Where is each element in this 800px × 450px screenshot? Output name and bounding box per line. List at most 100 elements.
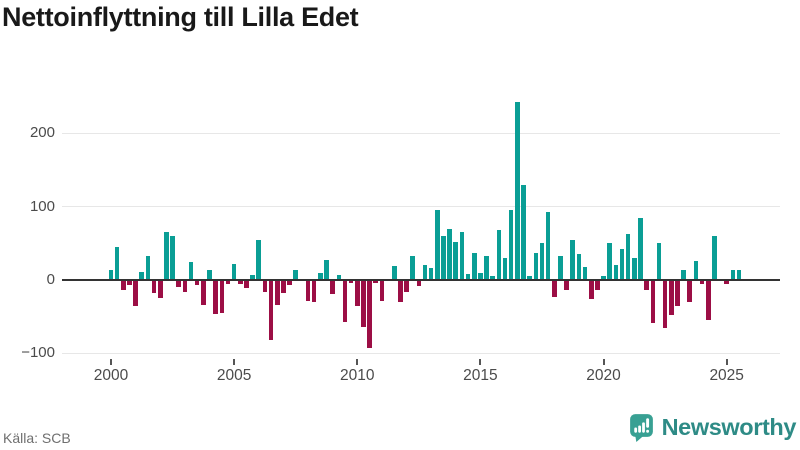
bar-2015-q1	[478, 272, 483, 280]
page-title: Nettoinflyttning till Lilla Edet	[2, 2, 359, 32]
bar-2006-q1	[256, 240, 262, 280]
newsworthy-logo-icon	[628, 412, 655, 442]
newsworthy-brand-link[interactable]: Newsworthy	[628, 411, 796, 443]
bar-2017-q3	[539, 243, 545, 280]
bar-2019-q3	[588, 280, 594, 300]
bar-2016-q4	[521, 185, 526, 280]
bar-2022-q1	[650, 280, 656, 324]
bar-2012-q4	[422, 264, 428, 280]
bar-2015-q4	[496, 230, 502, 280]
y-axis-label-200: 200	[29, 124, 55, 142]
bar-2022-q2	[656, 243, 662, 280]
y-axis-label-0: 0	[46, 271, 55, 288]
bar-2007-q1	[281, 280, 286, 294]
x-axis-tick-2020	[602, 359, 605, 365]
bar-2021-q3	[638, 217, 643, 280]
bar-2016-q3	[515, 101, 520, 280]
bar-2014-q3	[465, 274, 471, 280]
bar-2017-q4	[545, 212, 551, 280]
bar-2004-q4	[225, 280, 231, 284]
bar-2009-q4	[348, 280, 354, 283]
bar-2018-q1	[552, 280, 557, 297]
bar-2016-q1	[502, 257, 508, 280]
bar-2007-q3	[293, 270, 298, 280]
bar-2004-q1	[207, 270, 212, 280]
bar-2023-q1	[675, 280, 680, 307]
x-axis-label-2015: 2015	[463, 367, 498, 384]
bar-2007-q2	[287, 280, 292, 286]
bar-2013-q1	[428, 267, 434, 280]
bar-2002-q2	[164, 231, 169, 280]
bar-2024-q3	[712, 235, 717, 280]
bar-2013-q2	[435, 210, 440, 280]
bar-2018-q2	[558, 255, 563, 280]
bar-2009-q1	[330, 280, 335, 294]
bar-2012-q2	[410, 255, 415, 280]
bar-2005-q2	[237, 280, 243, 285]
bar-2008-q2	[311, 280, 317, 303]
bar-2011-q4	[398, 280, 403, 303]
bar-2024-q2	[705, 280, 711, 321]
bar-2019-q1	[576, 253, 582, 280]
bar-2002-q1	[157, 280, 163, 298]
bar-2023-q3	[687, 280, 693, 303]
zero-baseline	[62, 279, 780, 281]
source-caption: Källa: SCB	[3, 430, 71, 446]
bar-2013-q3	[441, 235, 446, 280]
bar-2000-q1	[108, 269, 114, 280]
bar-2018-q3	[564, 280, 569, 290]
x-axis-tick-2000	[110, 359, 112, 365]
bar-2002-q4	[176, 280, 182, 288]
bar-2008-q4	[324, 260, 329, 280]
y-axis-label--100: −100	[21, 344, 55, 362]
bar-2003-q1	[182, 280, 188, 293]
bar-2014-q1	[453, 241, 459, 280]
bar-2000-q2	[114, 246, 120, 280]
x-axis-tick-2025	[725, 359, 728, 365]
bar-2000-q3	[121, 280, 126, 291]
bar-2001-q2	[139, 271, 145, 280]
bar-2006-q2	[262, 280, 268, 293]
bar-2011-q1	[379, 280, 385, 301]
bar-2021-q1	[625, 233, 631, 280]
bar-2024-q1	[699, 280, 705, 284]
bar-2001-q4	[151, 280, 157, 294]
bar-2005-q4	[250, 274, 255, 280]
bar-2010-q4	[373, 280, 379, 283]
bar-2009-q2	[336, 274, 342, 280]
bar-2010-q3	[367, 280, 372, 349]
x-axis-label-2000: 2000	[93, 367, 129, 384]
bar-2019-q4	[595, 280, 600, 291]
bar-2020-q2	[607, 243, 612, 280]
bar-2015-q2	[484, 255, 489, 280]
x-axis-tick-2005	[233, 359, 236, 365]
bar-2004-q3	[219, 280, 225, 314]
bar-2011-q3	[391, 266, 397, 280]
bar-2003-q4	[201, 280, 206, 305]
x-axis-tick-2010	[356, 359, 359, 365]
plot-area	[62, 95, 780, 358]
bar-2005-q3	[244, 280, 249, 289]
bar-2023-q4	[693, 260, 699, 280]
x-axis-label-2025: 2025	[709, 367, 744, 384]
bar-2003-q3	[194, 280, 200, 286]
x-axis-label-2020: 2020	[586, 367, 621, 384]
bar-2000-q4	[127, 280, 132, 286]
bar-2021-q4	[644, 280, 649, 290]
bar-2005-q1	[231, 263, 237, 280]
bar-2003-q2	[188, 261, 194, 280]
gridline-100	[62, 206, 780, 208]
bar-2013-q4	[447, 229, 452, 280]
bar-2014-q4	[471, 252, 477, 280]
bar-2014-q2	[459, 232, 465, 280]
bar-2001-q1	[133, 280, 138, 306]
bar-2008-q1	[305, 280, 311, 301]
bar-2016-q2	[508, 210, 514, 280]
bar-2023-q2	[681, 269, 686, 280]
bar-2021-q2	[632, 257, 637, 280]
bar-2017-q1	[527, 276, 532, 280]
bar-2004-q2	[213, 280, 218, 314]
x-axis-label-2005: 2005	[216, 367, 252, 384]
bar-2020-q3	[613, 265, 619, 280]
y-axis-label-100: 100	[29, 197, 55, 215]
